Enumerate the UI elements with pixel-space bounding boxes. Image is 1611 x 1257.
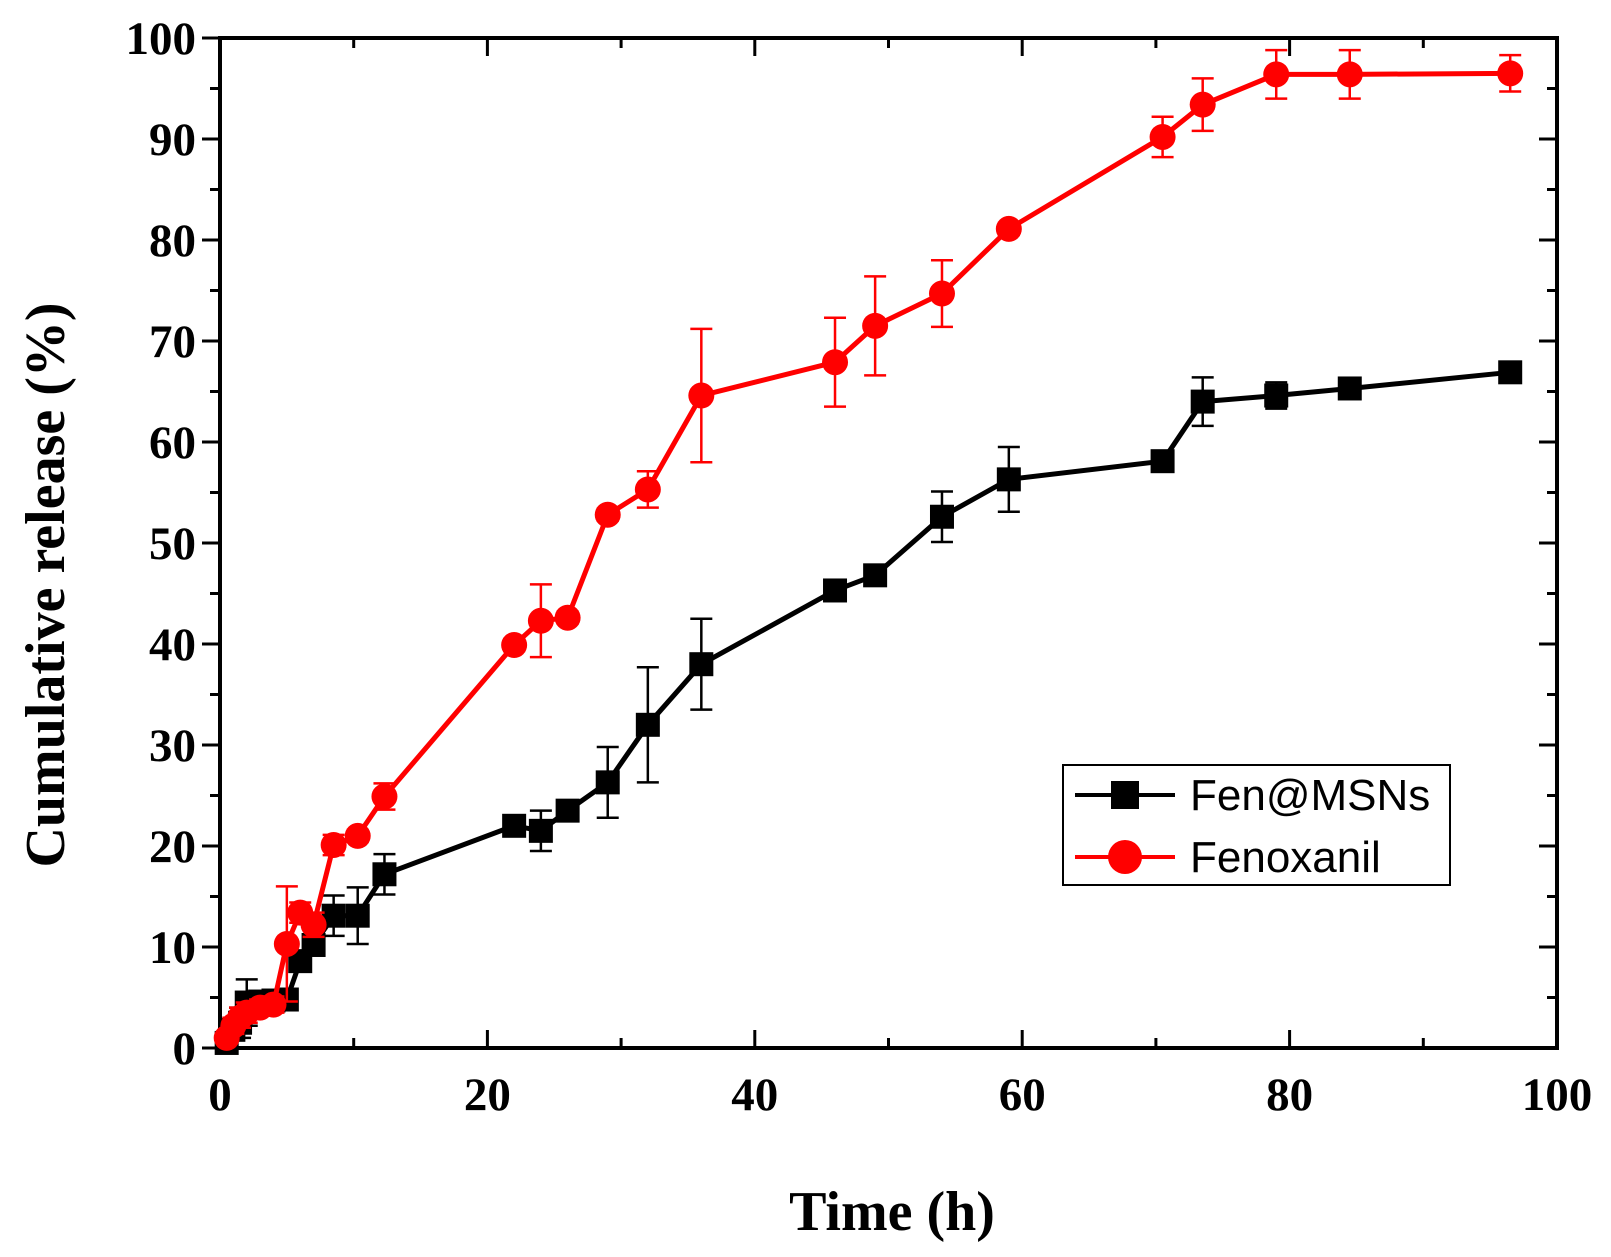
y-tick-label: 80: [149, 215, 196, 267]
axes: 0 20 40 60 80 100 0 10 20 30 40 50 60 70 80 90 100: [126, 13, 1593, 1121]
data-point: [1149, 123, 1176, 150]
y-tick-label: 90: [149, 114, 196, 166]
data-point: [320, 831, 347, 858]
data-point: [928, 280, 955, 307]
legend-swatch-fenoxanil-marker: [1108, 840, 1142, 874]
legend: Fen@MSNs Fenoxanil: [1062, 764, 1451, 886]
data-point: [260, 991, 287, 1018]
x-tick-label: 80: [1266, 1069, 1313, 1121]
data-point: [1189, 91, 1216, 118]
data-point: [635, 712, 660, 737]
series-line: [224, 70, 1511, 1040]
series-layer: [213, 48, 1524, 1055]
data-point: [345, 903, 370, 928]
data-point: [634, 476, 661, 503]
x-axis-title: Time (h): [789, 1181, 995, 1243]
data-point: [372, 862, 397, 887]
legend-swatch-fen-msns-marker: [1111, 781, 1139, 809]
data-point: [371, 783, 398, 810]
series-fen-msns: [214, 360, 1523, 1055]
x-tick-label: 100: [1522, 1069, 1593, 1121]
y-tick-label: 100: [126, 13, 197, 65]
x-tick-label: 40: [731, 1069, 778, 1121]
data-point: [1337, 376, 1362, 401]
data-point: [1336, 61, 1363, 88]
data-point: [555, 798, 580, 823]
data-point: [502, 813, 527, 838]
y-tick-label: 70: [149, 316, 196, 368]
data-point: [929, 504, 954, 529]
data-point: [823, 578, 848, 603]
data-point: [501, 632, 528, 659]
x-tick-label: 60: [999, 1069, 1046, 1121]
data-point: [1498, 360, 1523, 385]
legend-label-fen-msns: Fen@MSNs: [1190, 771, 1430, 820]
y-tick-label: 0: [173, 1023, 197, 1075]
data-point: [689, 652, 714, 677]
data-point: [1497, 60, 1524, 87]
data-point: [554, 604, 581, 631]
data-point: [862, 312, 889, 339]
data-point: [1190, 389, 1215, 414]
data-point: [527, 607, 554, 634]
data-point: [273, 930, 300, 957]
y-tick-label: 10: [149, 922, 196, 974]
data-point: [344, 822, 371, 849]
data-point: [688, 382, 715, 409]
data-point: [995, 215, 1022, 242]
data-point: [595, 770, 620, 795]
y-tick-label: 50: [149, 518, 196, 570]
data-point: [996, 467, 1021, 492]
plot-frame: [218, 36, 1559, 1050]
data-point: [863, 563, 888, 588]
series-line: [224, 369, 1511, 1045]
data-point: [594, 501, 621, 528]
x-tick-label: 20: [464, 1069, 511, 1121]
legend-label-fenoxanil: Fenoxanil: [1190, 833, 1381, 882]
y-axis-title: Cumulative release (%): [15, 302, 77, 867]
data-point: [528, 818, 553, 843]
data-point: [1150, 449, 1175, 474]
y-tick-label: 60: [149, 417, 196, 469]
data-point: [1263, 61, 1290, 88]
y-tick-label: 30: [149, 720, 196, 772]
y-tick-label: 40: [149, 619, 196, 671]
data-point: [300, 911, 327, 938]
data-point: [1264, 383, 1289, 408]
x-tick-label: 0: [208, 1069, 232, 1121]
data-point: [822, 349, 849, 376]
series-fenoxanil: [213, 48, 1524, 1051]
y-tick-label: 20: [149, 821, 196, 873]
